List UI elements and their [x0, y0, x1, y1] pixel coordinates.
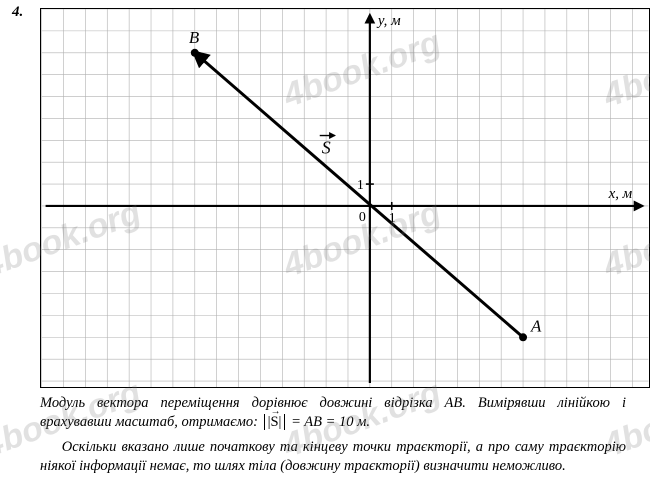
graph-svg: x, мy, м011ABS: [41, 9, 649, 387]
p1-AB: AB: [445, 395, 463, 411]
svg-text:y, м: y, м: [376, 13, 401, 29]
svg-text:S: S: [322, 137, 331, 157]
explanation-paragraph-2: Оскільки вказано лише початкову та кінце…: [40, 438, 626, 476]
p1-text1: Модуль вектора переміщення дорівнює довж…: [40, 395, 445, 411]
svg-text:x, м: x, м: [608, 186, 633, 202]
coordinate-graph: x, мy, м011ABS: [40, 8, 650, 388]
explanation-paragraph-1: Модуль вектора переміщення дорівнює довж…: [40, 394, 626, 432]
svg-text:0: 0: [359, 210, 366, 225]
svg-text:B: B: [189, 28, 199, 47]
problem-number: 4.: [12, 4, 23, 21]
svg-text:1: 1: [357, 178, 364, 193]
p1-formula: |S→|: [264, 414, 286, 430]
svg-text:A: A: [530, 316, 542, 335]
